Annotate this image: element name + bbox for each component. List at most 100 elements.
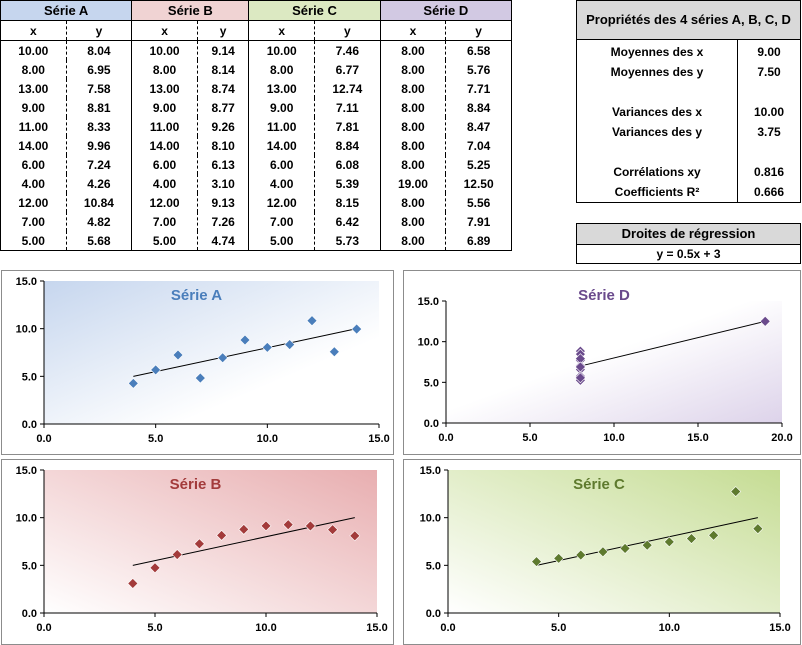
x-value-cell: 8.00 [379,98,446,117]
data-point [284,339,296,351]
x-value-cell: 6.00 [0,155,67,174]
property-value: 7.50 [757,65,781,79]
scatter-plot: 0.0 5.0 10.0 15.0 0.0 5.0 10.0 15.0 20.0 Série D [418,287,793,444]
x-value-cell: 5.00 [0,231,67,251]
y-value-cell: 9.13 [196,193,249,212]
x-value-cell: 13.00 [131,79,198,98]
property-row: Moyennes des y 7.50 [577,62,800,82]
xy-header-row: x y x y x y x y [0,20,512,41]
x-value-cell: 12.00 [248,193,315,212]
data-point [194,372,206,384]
x-value-cell: 8.00 [379,60,446,79]
y-value-cell: 4.74 [196,231,249,251]
y-value-cell: 7.04 [445,136,512,155]
y-value-cell: 7.46 [314,40,381,60]
x-tick-label: 10.0 [603,432,624,444]
data-point [171,549,183,560]
chart-series-c: 0.0 5.0 10.0 15.0 0.0 5.0 10.0 15.0 Série C [403,459,801,645]
x-tick-label: 10.0 [255,622,276,634]
x-tick-label: 0.0 [36,622,51,634]
table-row: 12.00 10.84 12.00 9.13 12.00 8.15 8.00 5.56 [0,193,512,212]
data-point [619,543,631,554]
x-value-cell: 10.00 [248,40,315,60]
x-tick-label: 15.0 [687,432,708,444]
data-point [328,346,340,358]
x-value-cell: 11.00 [248,117,315,136]
x-value-cell: 5.00 [248,231,315,251]
x-value-cell: 10.00 [131,40,198,60]
y-tick-label: 0.0 [22,419,37,431]
x-value-cell: 19.00 [379,174,446,193]
series-c-header: Série C [248,0,381,21]
y-tick-label: 10.0 [16,513,37,525]
trendline [580,320,766,367]
y-header: y [314,20,381,41]
y-value-cell: 6.95 [65,60,132,79]
x-tick-label: 0.0 [440,622,455,634]
y-tick-label: 10.0 [418,337,439,349]
scatter-plot: 0.0 5.0 10.0 15.0 0.0 5.0 10.0 15.0 Série A [16,276,390,445]
y-tick-label: 0.0 [424,418,439,430]
data-point [282,519,294,531]
x-value-cell: 6.00 [131,155,198,174]
x-value-cell: 14.00 [248,136,315,155]
y-value-cell: 7.71 [445,79,512,98]
x-tick-label: 0.0 [438,432,453,444]
data-point [216,529,228,541]
data-point [759,315,771,327]
x-value-cell: 9.00 [0,98,67,117]
x-value-cell: 14.00 [131,136,198,155]
y-value-cell: 8.77 [196,98,249,117]
plot-area [448,470,780,613]
data-point [663,536,675,548]
y-tick-label: 5.0 [22,560,37,572]
data-point [574,372,586,384]
property-value: 0.666 [753,185,785,199]
x-value-cell: 8.00 [379,212,446,231]
regression-panel: Droites de régression y = 0.5x + 3 [576,223,801,264]
data-point [553,552,565,564]
y-value-cell: 6.89 [445,231,512,251]
data-point [306,315,318,327]
y-value-cell: 8.81 [65,98,132,117]
y-tick-label: 0.0 [22,608,37,620]
y-tick-label: 10.0 [420,513,441,525]
y-value-cell: 6.77 [314,60,381,79]
x-header: x [131,20,198,41]
x-value-cell: 8.00 [379,117,446,136]
y-value-cell: 12.74 [314,79,381,98]
trendline [133,328,357,377]
properties-title: Propriétés des 4 séries A, B, C, D [577,1,800,40]
y-value-cell: 8.84 [445,98,512,117]
y-value-cell: 8.74 [196,79,249,98]
series-d-header: Série D [379,0,513,21]
x-value-cell: 8.00 [379,79,446,98]
data-table: Série A Série B Série C Série D x y x y … [0,0,513,251]
x-tick-label: 5.0 [551,622,566,634]
table-row: 10.00 8.04 10.00 9.14 10.00 7.46 8.00 6.58 [0,40,512,60]
chart-title: Série D [578,287,630,304]
y-tick-label: 10.0 [16,324,37,336]
y-tick-label: 15.0 [16,465,37,477]
scatter-plot: 0.0 5.0 10.0 15.0 0.0 5.0 10.0 15.0 Série C [420,465,791,634]
x-value-cell: 7.00 [248,212,315,231]
data-point [327,524,339,536]
y-value-cell: 8.15 [314,193,381,212]
data-point [261,341,273,353]
property-label: Coefficients R² [614,185,700,199]
y-header: y [65,20,132,41]
y-value-cell: 8.10 [196,136,249,155]
x-value-cell: 12.00 [0,193,67,212]
properties-divider [737,40,738,202]
y-value-cell: 5.25 [445,155,512,174]
y-value-cell: 8.33 [65,117,132,136]
data-point [127,377,139,389]
series-b-header: Série B [131,0,250,21]
data-point [351,323,363,335]
y-value-cell: 7.26 [196,212,249,231]
data-point [304,520,316,532]
data-point [239,334,251,346]
table-row: 7.00 4.82 7.00 7.26 7.00 6.42 8.00 7.91 [0,212,512,231]
x-value-cell: 8.00 [379,155,446,174]
data-point [150,364,162,376]
